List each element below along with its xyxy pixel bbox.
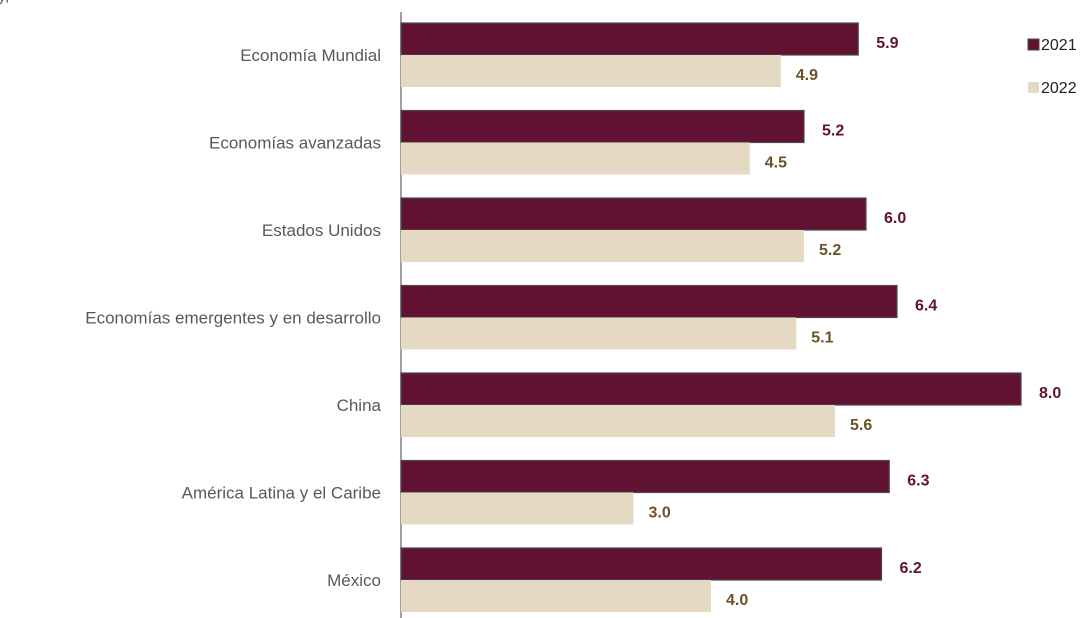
bar-2021 [400, 459, 890, 494]
bar-2022 [401, 142, 750, 175]
bar-2021 [400, 547, 883, 581]
bar-2022 [401, 55, 781, 87]
bar-2021 [400, 197, 867, 231]
data-label-2021: 8.0 [1039, 385, 1061, 402]
legend-label-2021: 2021 [1041, 37, 1077, 54]
category-label: Economía Mundial [240, 46, 381, 65]
bar-2022 [401, 405, 835, 437]
data-label-2022: 5.6 [850, 417, 872, 434]
bar-2022 [401, 580, 711, 612]
data-label-2022: 4.0 [726, 592, 748, 609]
bar-2022 [401, 230, 804, 262]
data-label-2022: 4.5 [765, 155, 787, 172]
legend-label-2022: 2022 [1041, 80, 1077, 97]
data-label-2022: 4.9 [796, 67, 818, 84]
data-label-2022: 3.0 [649, 505, 671, 522]
bar-2021 [400, 372, 1022, 406]
data-label-2021: 6.4 [915, 298, 937, 315]
legend-swatch-2021 [1027, 38, 1040, 51]
category-label: China [337, 396, 382, 415]
bar-2021 [400, 284, 898, 319]
data-label-2021: 5.2 [822, 123, 844, 140]
data-label-2021: 6.2 [900, 560, 922, 577]
bar-2021 [400, 109, 805, 144]
data-label-2022: 5.2 [819, 242, 841, 259]
data-label-2022: 5.1 [811, 330, 833, 347]
category-label: Estados Unidos [262, 221, 381, 240]
category-label: Economías emergentes y en desarrollo [85, 309, 381, 328]
bar-2022 [401, 317, 797, 350]
data-label-2021: 6.0 [884, 210, 906, 227]
category-label: Economías avanzadas [209, 134, 381, 153]
bar-2022 [401, 492, 634, 525]
data-label-2021: 6.3 [907, 473, 929, 490]
legend-swatch-2022 [1028, 82, 1039, 93]
bar-2021 [400, 22, 859, 56]
data-label-2021: 5.9 [876, 35, 898, 52]
category-label: América Latina y el Caribe [182, 484, 381, 503]
category-label: México [327, 571, 381, 590]
chart-title-partial: y, [0, 0, 9, 6]
